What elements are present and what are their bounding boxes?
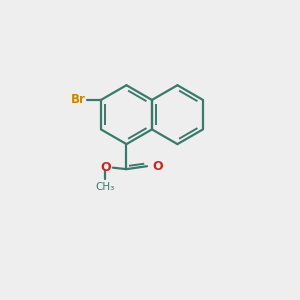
Text: O: O xyxy=(152,160,163,173)
Text: O: O xyxy=(100,161,110,174)
Text: CH₃: CH₃ xyxy=(95,182,115,192)
Text: Br: Br xyxy=(70,93,85,106)
